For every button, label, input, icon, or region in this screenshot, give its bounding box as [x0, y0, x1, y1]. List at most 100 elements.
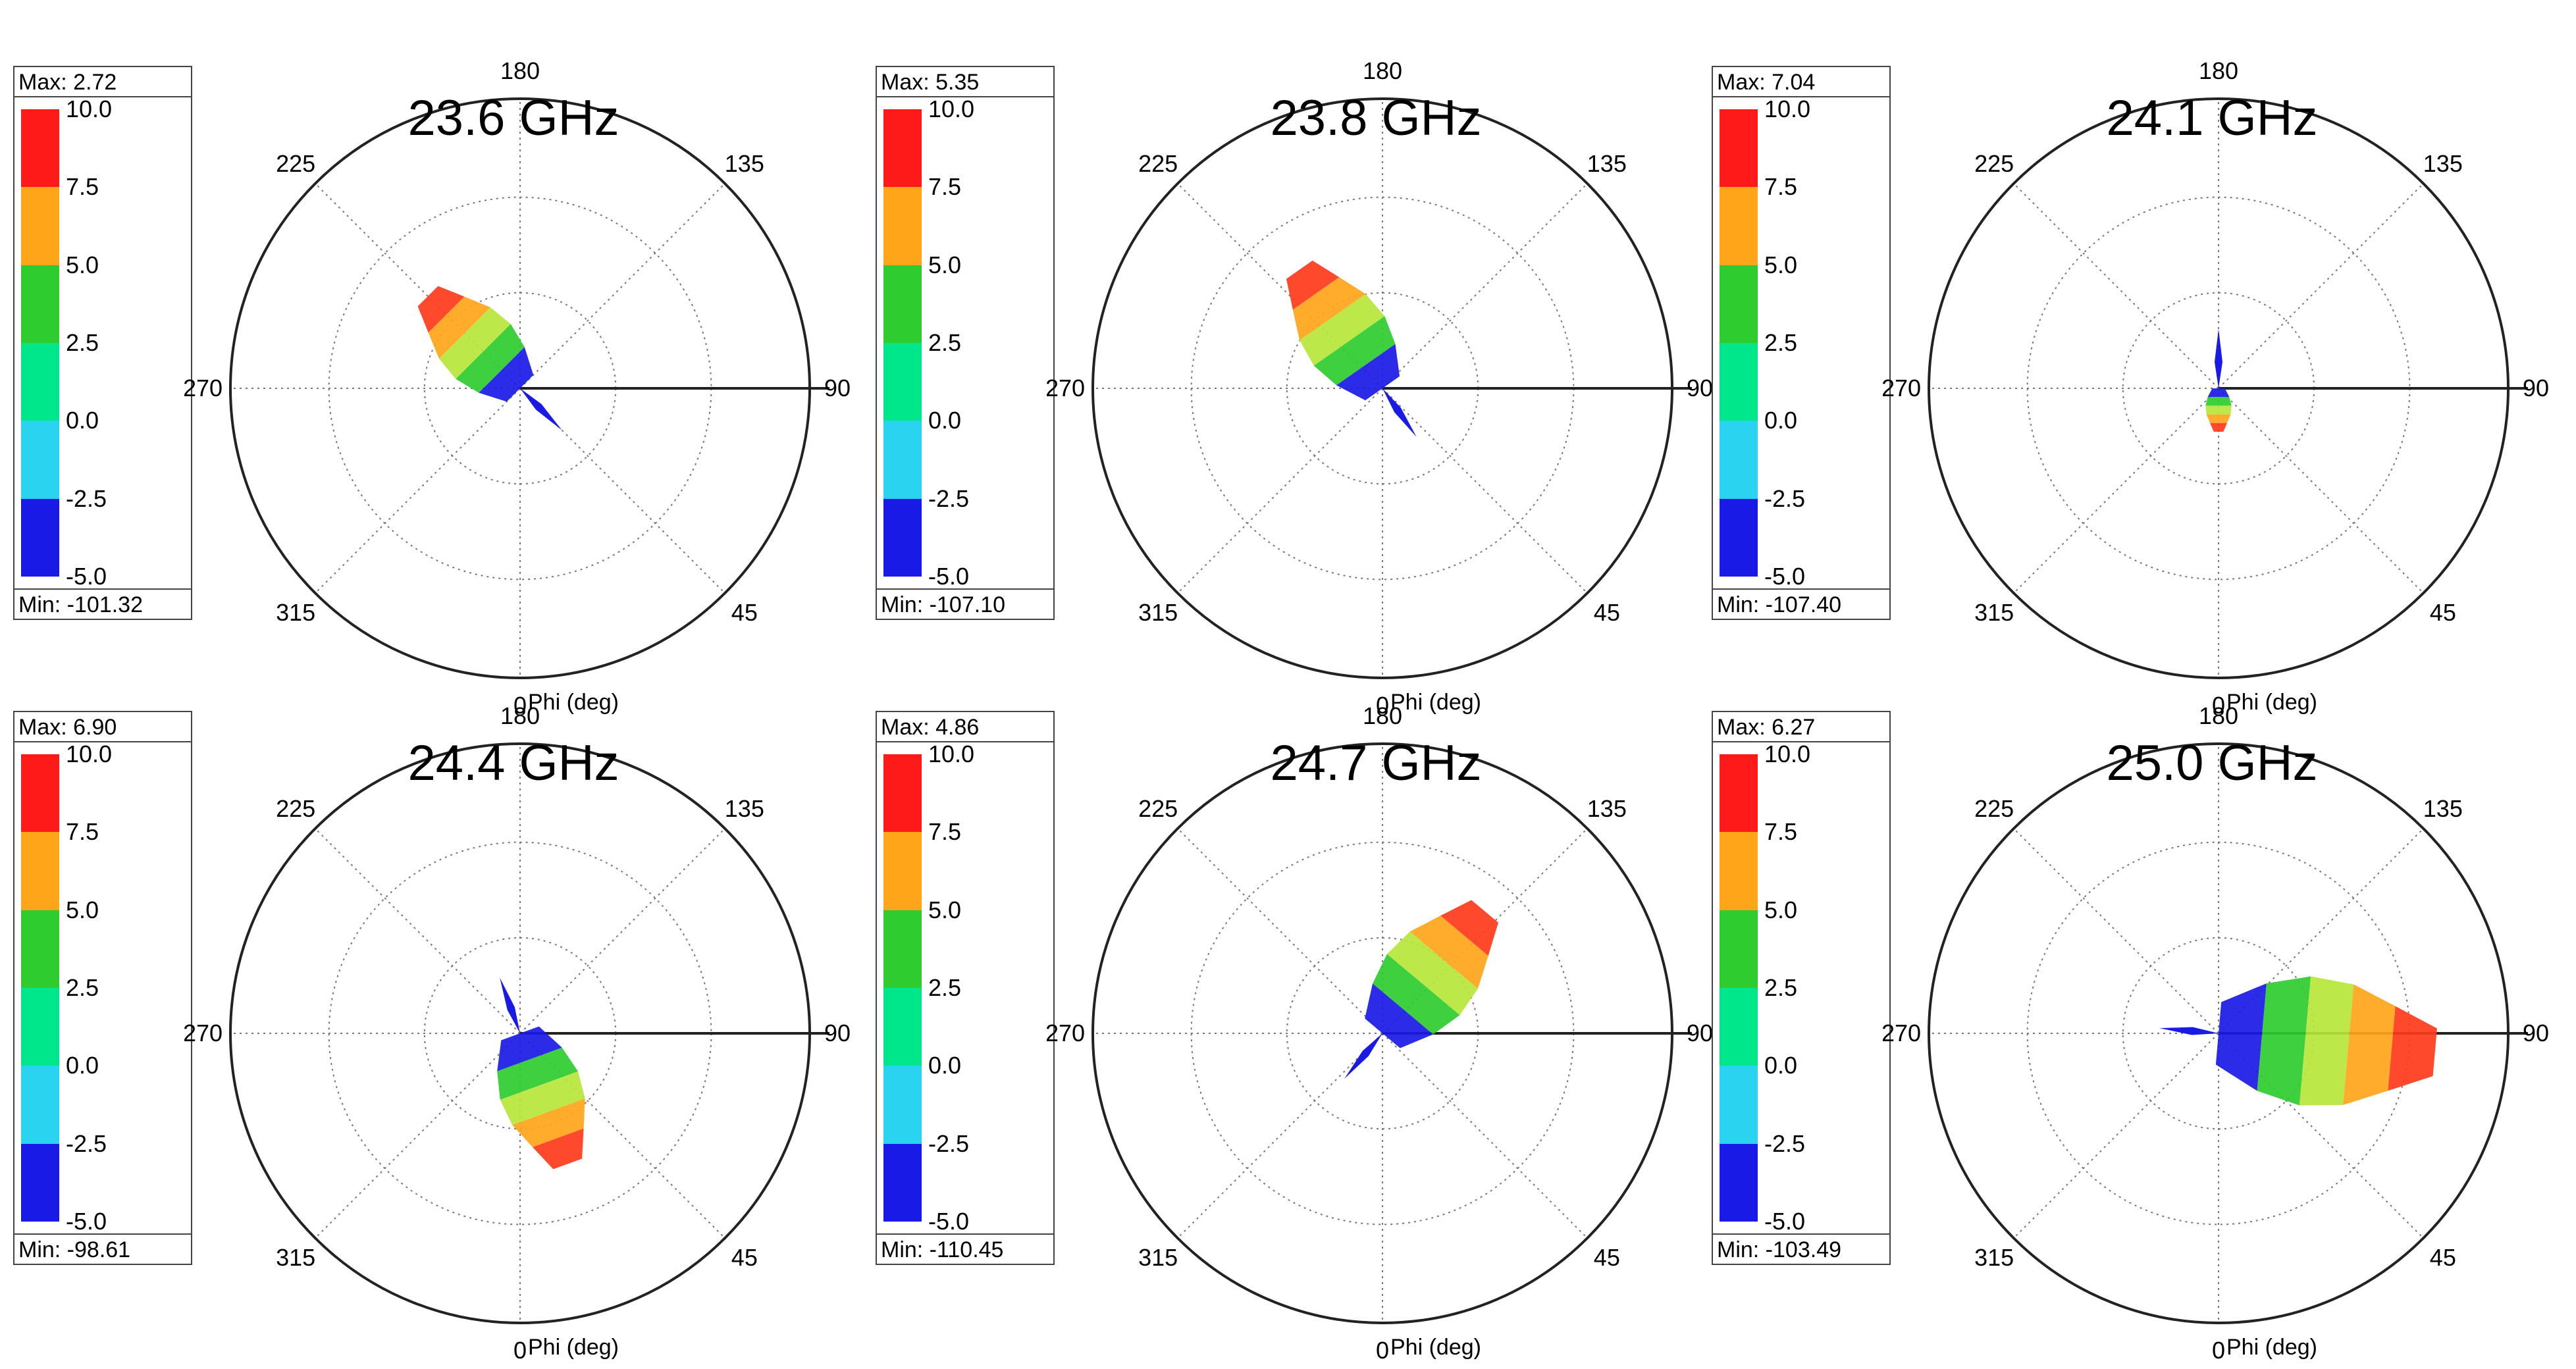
angle-label: 225	[1974, 795, 2014, 822]
colorbar-segment	[1720, 754, 1758, 833]
colorbar-segment	[1720, 498, 1758, 577]
angle-label: 270	[184, 375, 223, 401]
angle-label: 90	[1687, 1020, 1713, 1046]
lobe-segment	[2210, 423, 2227, 432]
colorbar-segment	[883, 265, 922, 343]
legend-min: Min: -101.32	[14, 588, 191, 619]
lobe-segment	[1373, 954, 1460, 1035]
lobe-segment	[2215, 983, 2267, 1091]
back-lobe	[500, 977, 520, 1033]
colorbar-tick-label: -5.0	[66, 1208, 107, 1235]
colorbar-tick-label: 0.0	[1764, 1052, 1798, 1079]
polar-panel: Max: 2.72 10.0 7.5 5.0 2.5 0.0 -2.5 -5.0 Min: -1…	[13, 59, 869, 724]
colorbar	[883, 109, 922, 577]
lobe-segment	[1409, 916, 1488, 989]
legend-max: Max: 6.27	[1713, 712, 1889, 742]
colorbar-segment	[883, 1066, 922, 1144]
colorbar-segment	[21, 832, 59, 910]
lobe-segment	[1365, 983, 1434, 1048]
grid-spoke	[1382, 183, 1588, 389]
colorbar	[883, 754, 922, 1222]
colorbar-segment	[883, 832, 922, 910]
grid-spoke	[1382, 388, 1588, 594]
colorbar-segment	[21, 109, 59, 188]
colorbar-tick-label: -2.5	[1764, 1129, 1806, 1157]
lobe-segment	[2207, 388, 2230, 398]
colorbar-segment	[883, 109, 922, 188]
legend-frame: Max: 7.04 10.0 7.5 5.0 2.5 0.0 -2.5 -5.0 Min: -1…	[1712, 66, 1891, 620]
colorbar-tick-label: 10.0	[928, 740, 975, 767]
grid-spoke	[315, 828, 521, 1034]
lobe-segment	[428, 296, 490, 359]
polar-plot: 180 135 90 45 0 315 270 225 Phi (deg) 24.4 GHz	[184, 704, 851, 1362]
legend-max: Max: 7.04	[1713, 67, 1889, 97]
lobe-segment	[479, 347, 534, 402]
colorbar-tick-label: 0.0	[928, 1052, 962, 1079]
lobe-segment	[2299, 976, 2354, 1106]
angle-label: 225	[276, 150, 315, 177]
colorbar-segment	[883, 342, 922, 421]
colorbar-segment	[1720, 910, 1758, 988]
grid-spoke	[1382, 1033, 1588, 1239]
grid-spoke	[2218, 183, 2424, 389]
angle-label: 135	[2423, 150, 2463, 177]
colorbar-segment	[883, 498, 922, 577]
colorbar-segment	[1720, 1143, 1758, 1222]
colorbar-tick-label: 7.5	[1764, 818, 1798, 846]
legend-frame: Max: 5.35 10.0 7.5 5.0 2.5 0.0 -2.5 -5.0 Min: -1…	[876, 66, 1055, 620]
angle-label: 90	[2523, 375, 2549, 401]
angle-label: 45	[731, 599, 758, 626]
colorbar-tick-label: 2.5	[928, 329, 962, 356]
lobe-segment	[456, 324, 525, 393]
colorbar-segment	[883, 421, 922, 499]
angle-label: 0	[513, 692, 527, 717]
colorbar-tick-label: 0.0	[928, 407, 962, 434]
polar-plot: 180 135 90 45 0 315 270 225 Phi (deg) 23.8 GHz	[1047, 59, 1713, 717]
chart-title: 23.8 GHz	[1270, 90, 1481, 146]
colorbar-segment	[1720, 421, 1758, 499]
colorbar-segment	[883, 1143, 922, 1222]
colorbar-segment	[21, 265, 59, 343]
colorbar-tick-label: 5.0	[1764, 896, 1798, 923]
axis-label: Phi (deg)	[528, 690, 619, 715]
angle-label: 90	[2523, 1020, 2549, 1046]
angle-label: 315	[1138, 1244, 1178, 1271]
angle-label: 90	[824, 1020, 851, 1046]
angle-label: 45	[1594, 1244, 1620, 1271]
legend-max: Max: 6.90	[14, 712, 191, 742]
colorbar-tick-label: 10.0	[66, 740, 113, 767]
colorbar-tick-label: 2.5	[66, 329, 99, 356]
angle-label: 45	[2430, 599, 2456, 626]
grid-spoke	[1177, 1033, 1383, 1239]
polar-plot: 180 135 90 45 0 315 270 225 Phi (deg) 24.7 GHz	[1047, 704, 1713, 1362]
colorbar-segment	[883, 754, 922, 833]
colorbar-tick-label: 7.5	[1764, 173, 1798, 201]
lobe-segment	[1300, 294, 1385, 366]
colorbar	[21, 754, 59, 1222]
angle-label: 225	[276, 795, 315, 822]
colorbar-tick-label: 2.5	[928, 974, 962, 1001]
colorbar-tick-label: -5.0	[66, 563, 107, 590]
colorbar-tick-label: 0.0	[1764, 407, 1798, 434]
grid-spoke	[2218, 388, 2424, 594]
angle-label: 270	[1883, 375, 1921, 401]
angle-label: 135	[725, 150, 764, 177]
polar-panel: Max: 4.86 10.0 7.5 5.0 2.5 0.0 -2.5 -5.0 Min: -1…	[876, 704, 1731, 1369]
colorbar-tick-label: 0.0	[66, 407, 99, 434]
angle-label: 45	[1594, 599, 1620, 626]
colorbar-tick-label: 5.0	[1764, 251, 1798, 278]
lobe-segment	[417, 286, 465, 333]
legend-frame: Max: 2.72 10.0 7.5 5.0 2.5 0.0 -2.5 -5.0 Min: -1…	[13, 66, 192, 620]
angle-label: 45	[731, 1244, 758, 1271]
colorbar-tick-label: 10.0	[928, 95, 975, 122]
angle-label: 180	[2199, 59, 2238, 84]
polar-panel: Max: 6.27 10.0 7.5 5.0 2.5 0.0 -2.5 -5.0 Min: -1…	[1712, 704, 2567, 1369]
lobe-segment	[2206, 414, 2231, 423]
back-lobe	[2215, 329, 2222, 388]
colorbar-tick-label: -2.5	[66, 484, 107, 512]
lobe-segment	[2388, 1006, 2437, 1091]
lobe-segment	[2205, 397, 2232, 406]
angle-label: 0	[2212, 1337, 2225, 1362]
lobe-segment	[1440, 900, 1498, 956]
colorbar-segment	[883, 910, 922, 988]
